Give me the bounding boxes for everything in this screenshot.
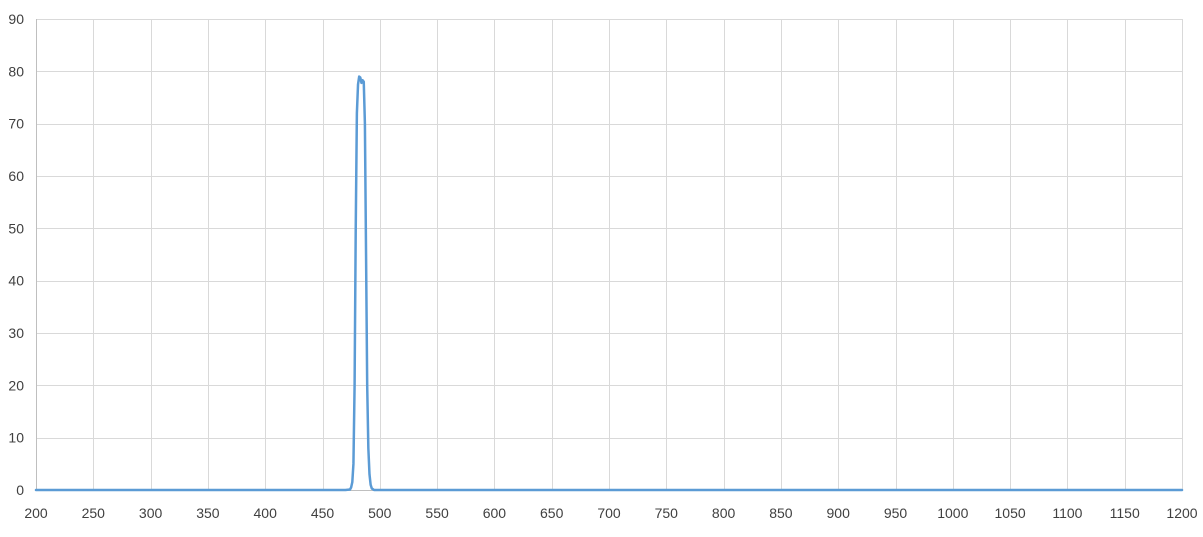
x-tick-label-300: 300 xyxy=(139,505,163,521)
data-point-0-7 xyxy=(355,227,357,229)
data-point-0-20 xyxy=(370,484,372,486)
x-tick-label-850: 850 xyxy=(769,505,793,521)
horizontal-gridlines xyxy=(36,19,1182,439)
x-tick-label-1000: 1000 xyxy=(937,505,968,521)
x-tick-label-350: 350 xyxy=(196,505,220,521)
x-tick-label-650: 650 xyxy=(540,505,564,521)
y-tick-label-70: 70 xyxy=(8,116,24,132)
series-line-0 xyxy=(34,75,1184,492)
data-point-0-0 xyxy=(35,489,37,491)
y-tick-label-80: 80 xyxy=(8,63,24,79)
x-tick-label-500: 500 xyxy=(368,505,392,521)
y-tick-label-60: 60 xyxy=(8,168,24,184)
y-tick-label-30: 30 xyxy=(8,325,24,341)
x-tick-label-550: 550 xyxy=(425,505,449,521)
x-tick-label-750: 750 xyxy=(655,505,679,521)
y-tick-label-90: 90 xyxy=(8,11,24,27)
data-point-0-16 xyxy=(365,254,367,256)
data-point-0-12 xyxy=(360,82,362,84)
x-tick-label-1150: 1150 xyxy=(1110,505,1140,521)
data-point-0-6 xyxy=(354,384,356,386)
x-tick-label-200: 200 xyxy=(24,505,48,521)
data-point-0-3 xyxy=(350,486,352,488)
x-tick-label-250: 250 xyxy=(82,505,106,521)
x-tick-label-700: 700 xyxy=(597,505,621,521)
x-tick-label-450: 450 xyxy=(311,505,335,521)
x-tick-label-1050: 1050 xyxy=(995,505,1026,521)
data-point-0-4 xyxy=(351,481,353,483)
y-tick-label-10: 10 xyxy=(8,430,24,446)
series-group xyxy=(34,75,1184,492)
x-tick-label-1100: 1100 xyxy=(1052,505,1082,521)
x-tick-label-600: 600 xyxy=(483,505,507,521)
y-tick-label-50: 50 xyxy=(8,220,24,236)
x-tick-label-800: 800 xyxy=(712,505,736,521)
data-point-0-9 xyxy=(357,83,359,85)
data-point-0-5 xyxy=(352,463,354,465)
x-tick-label-1200: 1200 xyxy=(1166,505,1197,521)
data-point-0-14 xyxy=(363,81,365,83)
data-point-0-17 xyxy=(366,384,368,386)
x-tick-label-900: 900 xyxy=(827,505,851,521)
data-point-0-23 xyxy=(1181,489,1183,491)
data-point-0-2 xyxy=(349,488,351,490)
data-point-0-18 xyxy=(367,447,369,449)
data-point-0-11 xyxy=(359,77,361,79)
vertical-gridlines xyxy=(93,19,1183,490)
y-tick-label-0: 0 xyxy=(16,482,24,498)
y-axis-tick-labels: 0 10 20 30 40 50 60 70 80 90 xyxy=(8,11,24,498)
x-tick-label-950: 950 xyxy=(884,505,908,521)
y-tick-label-20: 20 xyxy=(8,377,24,393)
x-tick-label-400: 400 xyxy=(254,505,278,521)
data-point-0-1 xyxy=(344,489,346,491)
data-point-0-19 xyxy=(368,473,370,475)
data-point-0-22 xyxy=(373,489,375,491)
y-tick-label-40: 40 xyxy=(8,273,24,289)
data-point-0-21 xyxy=(371,487,373,489)
x-axis-tick-labels: 200 250 300 350 400 450 500 550 600 650 700 750 800 8… xyxy=(24,505,1197,521)
data-point-0-8 xyxy=(356,112,358,114)
data-point-0-15 xyxy=(364,123,366,125)
